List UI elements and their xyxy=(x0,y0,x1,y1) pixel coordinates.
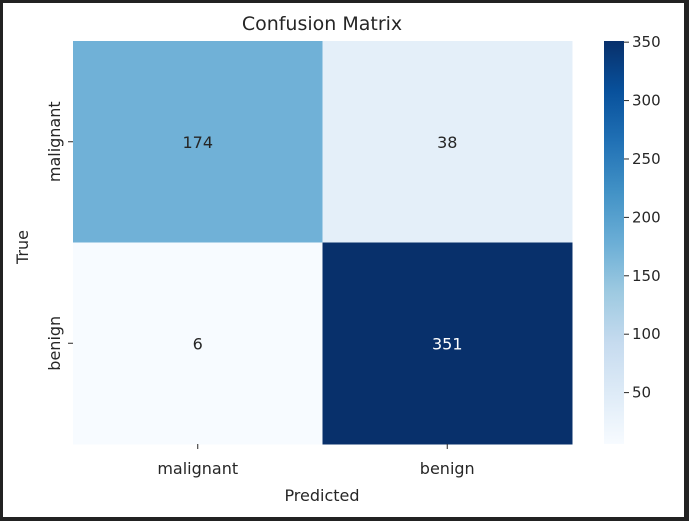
cell-value-label: 174 xyxy=(182,133,213,152)
y-tick-label: benign xyxy=(45,316,64,371)
x-tick-label: benign xyxy=(420,459,475,478)
heatmap-cells: 174 38 6 351 xyxy=(73,41,573,445)
colorbar-tick-label: 200 xyxy=(632,208,661,226)
x-axis-label: Predicted xyxy=(284,486,359,505)
colorbar-tick-label: 300 xyxy=(632,92,661,110)
colorbar-tick-label: 100 xyxy=(632,325,661,343)
chart-title: Confusion Matrix xyxy=(242,13,402,35)
heatmap-cell xyxy=(322,242,573,445)
x-tick-label: malignant xyxy=(157,459,238,478)
colorbar-tick-label: 250 xyxy=(632,150,661,168)
y-axis-label: True xyxy=(13,230,32,265)
colorbar xyxy=(604,41,624,444)
cell-value-label: 38 xyxy=(437,133,457,152)
heatmap-cell xyxy=(73,41,323,243)
cell-value-label: 6 xyxy=(193,334,203,353)
y-axis-ticks: malignant benign xyxy=(45,101,73,371)
colorbar-tick-label: 50 xyxy=(632,384,651,402)
colorbar-tick-label: 150 xyxy=(632,267,661,285)
colorbar-tick-label: 350 xyxy=(632,33,661,51)
cell-value-label: 351 xyxy=(432,334,463,353)
confusion-matrix-chart: Confusion Matrix 174 38 6 351 malignant beni… xyxy=(13,13,661,505)
x-axis-ticks: malignant benign xyxy=(157,444,475,478)
y-tick-label: malignant xyxy=(45,101,64,182)
heatmap-cell xyxy=(322,41,573,243)
figure-canvas: Confusion Matrix 174 38 6 351 malignant beni… xyxy=(3,3,684,517)
colorbar-ticks: 50 100 150 200 250 300 350 xyxy=(624,33,661,402)
heatmap-cell xyxy=(73,242,323,445)
